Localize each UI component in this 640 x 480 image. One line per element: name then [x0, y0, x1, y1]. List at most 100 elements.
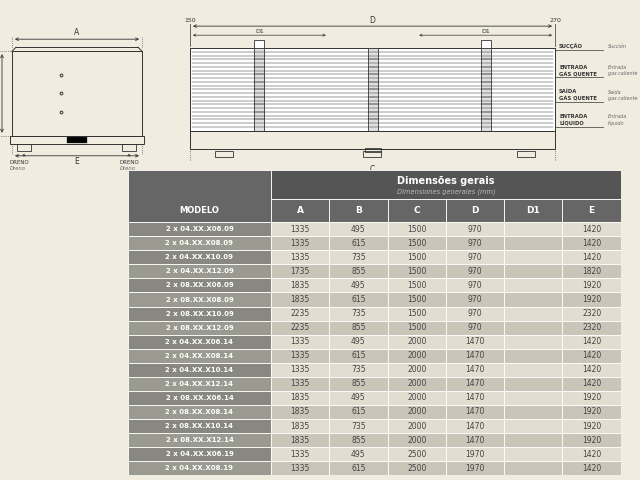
Bar: [271, 348, 329, 363]
Bar: [128, 307, 271, 321]
Bar: [329, 222, 388, 236]
Bar: [563, 236, 621, 251]
Bar: [504, 461, 563, 475]
Bar: [128, 251, 271, 264]
Bar: [128, 447, 271, 461]
Bar: [563, 433, 621, 447]
Bar: [271, 264, 329, 278]
Bar: [388, 433, 446, 447]
Bar: [388, 307, 446, 321]
Bar: [12, 51, 142, 136]
Text: 1920: 1920: [582, 295, 601, 304]
Text: C: C: [413, 206, 420, 216]
Bar: [446, 447, 504, 461]
Text: 1920: 1920: [582, 408, 601, 417]
Bar: [504, 236, 563, 251]
Bar: [254, 48, 264, 131]
Bar: [446, 363, 504, 377]
Text: 855: 855: [351, 323, 365, 332]
Bar: [388, 264, 446, 278]
Bar: [329, 391, 388, 405]
Bar: [329, 264, 388, 278]
Text: 1420: 1420: [582, 365, 601, 374]
Bar: [329, 377, 388, 391]
Text: C: C: [370, 165, 375, 174]
Bar: [388, 335, 446, 348]
Text: 1500: 1500: [407, 295, 426, 304]
Text: 2500: 2500: [407, 450, 426, 458]
Bar: [504, 433, 563, 447]
Bar: [388, 419, 446, 433]
Text: 2 x 08.XX.X12.14: 2 x 08.XX.X12.14: [166, 437, 234, 443]
Bar: [128, 419, 271, 433]
Text: 1500: 1500: [407, 323, 426, 332]
Bar: [563, 391, 621, 405]
Bar: [446, 405, 504, 419]
Bar: [504, 447, 563, 461]
Bar: [504, 264, 563, 278]
Bar: [128, 278, 271, 292]
Text: 2 x 04.XX.X06.14: 2 x 04.XX.X06.14: [166, 339, 234, 345]
Text: 2 x 08.XX.X10.09: 2 x 08.XX.X10.09: [166, 311, 234, 317]
Bar: [367, 48, 378, 131]
Text: 855: 855: [351, 267, 365, 276]
Bar: [504, 363, 563, 377]
Text: 1420: 1420: [582, 351, 601, 360]
Text: 2000: 2000: [407, 379, 426, 388]
Bar: [271, 199, 329, 222]
Bar: [388, 348, 446, 363]
Bar: [329, 461, 388, 475]
Text: 970: 970: [468, 295, 483, 304]
Text: 2 x 08.XX.X08.14: 2 x 08.XX.X08.14: [166, 409, 234, 415]
Text: 855: 855: [351, 435, 365, 444]
Bar: [271, 222, 329, 236]
Text: Dreno: Dreno: [120, 166, 136, 171]
Text: 970: 970: [468, 267, 483, 276]
Text: DRENO: DRENO: [120, 160, 140, 165]
Bar: [388, 321, 446, 335]
Text: 1335: 1335: [291, 253, 310, 262]
Bar: [329, 419, 388, 433]
Text: 1500: 1500: [407, 309, 426, 318]
Text: 1420: 1420: [582, 225, 601, 234]
Text: E: E: [75, 157, 79, 166]
Text: 1835: 1835: [291, 394, 310, 402]
Text: 2000: 2000: [407, 394, 426, 402]
Text: 970: 970: [468, 253, 483, 262]
Bar: [446, 222, 504, 236]
Text: Dimensões gerais: Dimensões gerais: [397, 176, 495, 186]
Bar: [388, 278, 446, 292]
Text: Entrada
gas caliente: Entrada gas caliente: [608, 65, 637, 76]
Bar: [128, 433, 271, 447]
Text: 2235: 2235: [291, 309, 310, 318]
Text: 1420: 1420: [582, 464, 601, 473]
Bar: [271, 419, 329, 433]
Bar: [271, 251, 329, 264]
Text: A: A: [296, 206, 303, 216]
Bar: [446, 292, 504, 307]
Text: Succión: Succión: [608, 44, 627, 49]
Bar: [128, 391, 271, 405]
Text: B: B: [355, 206, 362, 216]
Text: 2 x 04.XX.X10.09: 2 x 04.XX.X10.09: [166, 254, 234, 260]
Text: 855: 855: [351, 379, 365, 388]
Text: 970: 970: [468, 323, 483, 332]
Text: 1335: 1335: [291, 365, 310, 374]
Text: 2000: 2000: [407, 408, 426, 417]
Bar: [271, 363, 329, 377]
Text: Dimensiones generales (mm): Dimensiones generales (mm): [397, 189, 495, 195]
Bar: [271, 278, 329, 292]
Bar: [67, 137, 87, 143]
Text: 1420: 1420: [582, 379, 601, 388]
Bar: [215, 151, 233, 157]
Text: Dreno: Dreno: [10, 166, 26, 171]
Bar: [504, 377, 563, 391]
Bar: [446, 391, 504, 405]
Bar: [329, 307, 388, 321]
Text: 1500: 1500: [407, 267, 426, 276]
Text: 1500: 1500: [407, 253, 426, 262]
Bar: [563, 292, 621, 307]
Bar: [190, 131, 555, 149]
Bar: [388, 461, 446, 475]
Bar: [563, 251, 621, 264]
